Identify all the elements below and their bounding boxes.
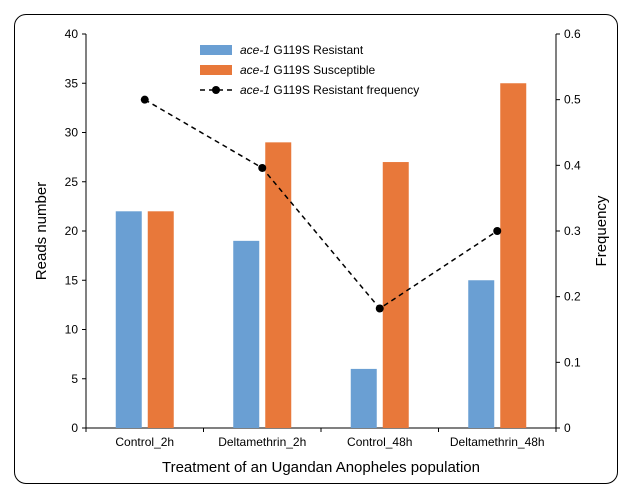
susceptible-bar — [500, 83, 527, 428]
left-tick-label: 20 — [65, 224, 79, 238]
right-tick-label: 0.5 — [564, 93, 581, 107]
y2-axis-title: Frequency — [593, 195, 610, 266]
legend-label-text: G119S Resistant frequency — [270, 83, 419, 97]
legend-label: ace-1 G119S Resistant frequency — [240, 83, 419, 97]
x-tick-label: Deltamethrin_48h — [450, 435, 545, 449]
resistant-bar — [115, 211, 142, 428]
frequency-point — [493, 227, 502, 235]
resistant-bar — [468, 280, 495, 428]
x-tick-label: Control_2h — [115, 435, 174, 449]
legend-label-gene: ace-1 — [240, 83, 270, 97]
legend-label-gene: ace-1 — [240, 63, 270, 77]
susceptible-bar — [147, 211, 174, 428]
frequency-point — [258, 163, 267, 172]
x-tick-label: Control_48h — [347, 435, 412, 449]
frequency-line — [144, 99, 498, 310]
x-tick-label: Deltamethrin_2h — [218, 435, 306, 449]
legend-swatch-frequency-marker — [212, 86, 220, 94]
right-tick-label: 0.6 — [564, 27, 581, 41]
left-tick-label: 15 — [65, 273, 79, 287]
left-tick-label: 40 — [65, 27, 79, 41]
legend-label-text: G119S Susceptible — [270, 63, 376, 77]
legend-label: ace-1 G119S Susceptible — [240, 63, 376, 77]
resistant-bar — [350, 368, 377, 428]
right-tick-label: 0.2 — [564, 290, 581, 304]
frequency-point — [140, 95, 149, 104]
legend-label: ace-1 G119S Resistant — [240, 43, 364, 57]
frequency-point — [375, 304, 384, 313]
right-tick-label: 0.1 — [564, 355, 581, 369]
legend-swatch-susceptible — [200, 65, 232, 75]
legend-swatch-resistant — [200, 45, 232, 55]
left-tick-label: 5 — [71, 372, 78, 386]
y-axis-title: Reads number — [33, 182, 50, 280]
susceptible-bar — [265, 142, 292, 428]
legend-label-text: G119S Resistant — [270, 43, 364, 57]
right-tick-label: 0.3 — [564, 224, 581, 238]
right-tick-label: 0.4 — [564, 158, 581, 172]
right-tick-label: 0 — [564, 421, 571, 435]
left-tick-label: 0 — [71, 421, 78, 435]
left-tick-label: 35 — [65, 76, 79, 90]
left-tick-label: 25 — [65, 175, 79, 189]
susceptible-bar — [382, 162, 409, 429]
legend-label-gene: ace-1 — [240, 43, 270, 57]
left-tick-label: 30 — [65, 126, 79, 140]
x-axis-title: Treatment of an Ugandan Anopheles popula… — [162, 459, 480, 476]
left-tick-label: 10 — [65, 323, 79, 337]
resistant-bar — [233, 240, 260, 428]
